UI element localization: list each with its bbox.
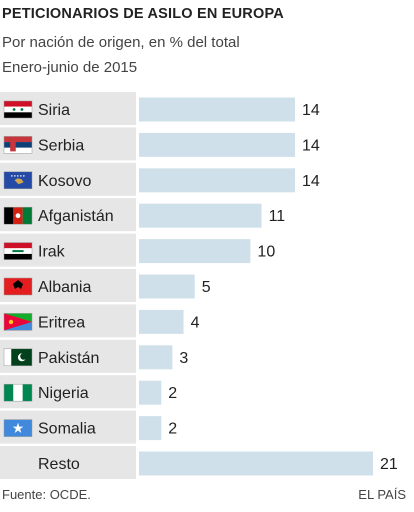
value-label: 10	[257, 244, 275, 261]
chart-row: Pakistán 3	[0, 339, 188, 373]
eritrea-flag-icon	[3, 313, 33, 331]
publisher-brand: EL PAÍS	[358, 487, 406, 502]
category-label: Resto	[38, 456, 80, 473]
chart-row: Afganistán 11	[0, 198, 286, 232]
chart-row: Eritrea 4	[0, 304, 200, 338]
iraq-flag-icon	[3, 242, 33, 260]
bar	[139, 380, 162, 405]
value-label: 5	[202, 279, 211, 296]
value-label: 11	[269, 208, 286, 225]
category-label: Serbia	[38, 137, 84, 154]
value-label: 21	[380, 456, 398, 473]
syria-flag-icon	[3, 100, 33, 119]
chart-row: Kosovo 14	[0, 162, 320, 196]
chart-period: Enero-junio de 2015	[2, 59, 138, 76]
albania-flag-icon	[3, 277, 33, 296]
bar	[139, 451, 373, 476]
bar	[139, 97, 295, 122]
source-note: Fuente: OCDE.	[2, 487, 91, 502]
value-label: 4	[191, 314, 200, 331]
bar	[139, 416, 162, 441]
nigeria-flag-icon	[3, 383, 33, 402]
category-label: Kosovo	[38, 173, 91, 190]
value-label: 3	[179, 350, 188, 367]
category-label: Eritrea	[38, 314, 85, 331]
value-label: 14	[302, 173, 320, 190]
category-label: Albania	[38, 279, 91, 296]
bar	[139, 309, 184, 334]
chart-row: Somalia 2	[0, 410, 177, 444]
category-label: Pakistán	[38, 350, 99, 367]
bar	[139, 274, 195, 299]
value-label: 2	[168, 385, 177, 402]
chart-row: Albania 5	[0, 269, 211, 302]
category-label: Afganistán	[38, 208, 114, 225]
afghanistan-flag-icon	[3, 206, 33, 225]
bar	[139, 132, 295, 157]
serbia-flag-icon	[3, 136, 33, 154]
value-label: 14	[302, 137, 320, 154]
bar	[139, 168, 295, 193]
chart-subtitle: Por nación de origen, en % del total	[2, 34, 240, 51]
category-label: Somalia	[38, 421, 96, 438]
category-label: Siria	[38, 102, 70, 119]
chart-row: Resto 21	[0, 446, 398, 479]
bar	[139, 345, 173, 370]
value-label: 2	[168, 421, 177, 438]
chart-row: Siria 14	[0, 92, 320, 125]
pakistan-flag-icon	[3, 348, 33, 367]
bar	[139, 239, 251, 264]
category-band	[0, 446, 136, 479]
bar	[139, 203, 262, 228]
kosovo-flag-icon	[3, 171, 33, 190]
category-label: Irak	[38, 244, 66, 261]
somalia-flag-icon	[3, 419, 33, 437]
chart-row: Irak 10	[0, 233, 275, 267]
chart-row: Serbia 14	[0, 127, 320, 161]
category-label: Nigeria	[38, 385, 89, 402]
value-label: 14	[302, 102, 320, 119]
chart-row: Nigeria 2	[0, 375, 177, 409]
chart-title: PETICIONARIOS DE ASILO EN EUROPA	[2, 6, 284, 22]
